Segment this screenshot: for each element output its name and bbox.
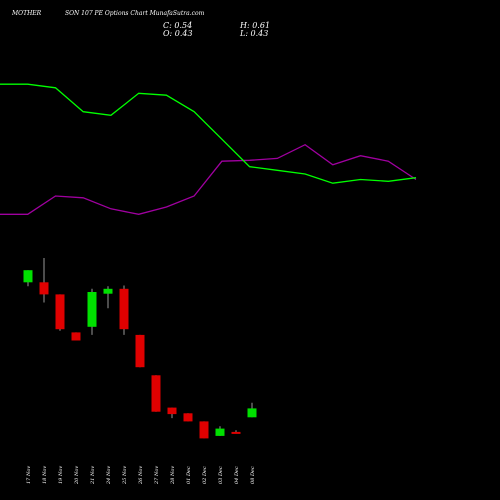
- candle-up: [215, 428, 225, 436]
- x-tick-label: 21 Nov: [90, 466, 96, 485]
- candle-up: [247, 408, 257, 418]
- x-tick-label: 19 Nov: [58, 466, 64, 484]
- x-tick-label: 26 Nov: [138, 466, 144, 485]
- low-value: L: 0.43: [240, 29, 269, 38]
- candle-down: [55, 294, 65, 330]
- x-tick-label: 25 Nov: [122, 466, 128, 485]
- x-tick-label: 17 Nov: [26, 466, 32, 484]
- chart-title: SON 107 PE Options Chart MunafaSutra.com: [65, 10, 205, 17]
- x-tick-label: 08 Dec: [250, 466, 256, 484]
- candle-up: [87, 292, 97, 327]
- x-tick-label: 27 Nov: [154, 466, 160, 485]
- candle-up: [103, 288, 113, 294]
- x-tick-label: 20 Nov: [74, 466, 80, 485]
- x-tick-label: 28 Nov: [170, 466, 176, 485]
- candle-down: [183, 413, 193, 422]
- candle-down: [119, 288, 129, 330]
- x-tick-label: 04 Dec: [234, 466, 240, 484]
- chart-symbol-prefix: MOTHER: [12, 10, 42, 17]
- x-tick-label: 02 Dec: [202, 466, 208, 484]
- candle-down: [167, 407, 177, 415]
- green-indicator-line: [0, 83, 417, 184]
- x-tick-label: 24 Nov: [106, 466, 112, 485]
- candle-down: [39, 282, 49, 295]
- purple-indicator-line: [0, 143, 417, 215]
- x-tick-label: 18 Nov: [42, 466, 48, 484]
- candle-down: [199, 421, 209, 439]
- high-value: H: 0.61: [240, 21, 271, 30]
- open-value: O: 0.43: [163, 29, 193, 38]
- candle-up: [23, 270, 33, 283]
- x-tick-label: 01 Dec: [186, 466, 192, 484]
- candle-down: [151, 375, 161, 412]
- candle-down: [135, 334, 145, 368]
- candle-down: [231, 431, 241, 434]
- x-tick-label: 03 Dec: [218, 466, 224, 484]
- candle-down: [71, 332, 81, 341]
- close-value: C: 0.54: [163, 21, 193, 30]
